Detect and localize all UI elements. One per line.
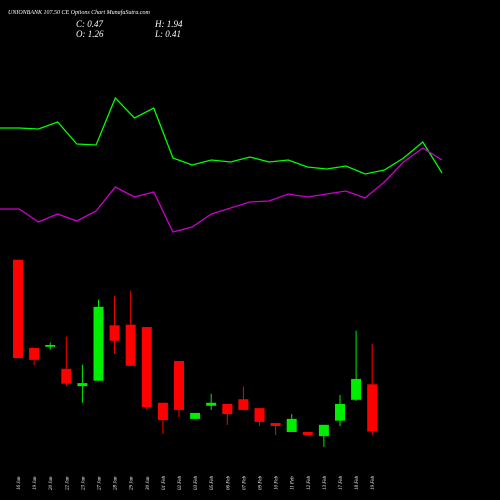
series-line <box>0 147 443 233</box>
open-label: O: 1.26 <box>76 29 104 39</box>
x-tick-label: 29 Jan <box>130 476 135 490</box>
candle-body <box>29 347 40 360</box>
x-tick-label: 01 Feb <box>162 475 167 490</box>
candle-body <box>77 383 88 387</box>
candle-body <box>222 403 233 415</box>
candle-body <box>318 424 329 437</box>
candle-body <box>335 403 345 421</box>
candle-body <box>206 402 217 406</box>
high-label: H: 1.94 <box>154 19 183 29</box>
x-tick-label: 13 Feb <box>323 475 328 490</box>
x-tick-label: 16 Jan <box>17 476 22 490</box>
x-tick-label: 12 Feb <box>307 475 312 490</box>
candle-body <box>174 361 184 410</box>
x-tick-label: 19 Feb <box>371 475 376 490</box>
x-tick-label: 09 Feb <box>259 475 264 490</box>
low-label: L: 0.41 <box>154 29 181 39</box>
close-label: C: 0.47 <box>76 19 104 29</box>
x-tick-label: 18 Feb <box>355 475 360 490</box>
candle-body <box>190 412 201 419</box>
x-tick-label: 07 Feb <box>242 475 247 490</box>
x-tick-label: 30 Jan <box>146 476 151 490</box>
x-tick-label: 17 Feb <box>339 475 344 490</box>
candle-body <box>109 325 120 341</box>
x-tick-label: 28 Jan <box>114 476 119 490</box>
candle-body <box>45 344 56 347</box>
candle-body <box>286 418 297 432</box>
x-tick-label: 22 Jan <box>65 476 70 490</box>
candle-body <box>125 324 136 366</box>
x-tick-label: 20 Jan <box>49 476 54 490</box>
x-tick-label: 02 Feb <box>178 475 183 490</box>
series-line <box>0 96 443 175</box>
x-tick-label: 10 Feb <box>275 475 280 490</box>
x-tick-label: 23 Jan <box>81 476 86 490</box>
chart-title: UNIONBANK 107.50 CE Options Chart Munafa… <box>8 9 151 16</box>
candle-body <box>254 408 265 422</box>
x-tick-label: 19 Jan <box>33 476 38 490</box>
x-tick-label: 11 Feb <box>291 476 296 490</box>
candle-body <box>367 384 378 432</box>
candle-body <box>270 423 281 427</box>
x-tick-label: 03 Feb <box>194 475 199 490</box>
candle-body <box>141 327 152 407</box>
candle-body <box>93 306 104 381</box>
candle-body <box>61 368 72 384</box>
candle-body <box>13 259 23 359</box>
candle-body <box>157 402 168 421</box>
candle-body <box>238 399 249 410</box>
x-tick-label: 06 Feb <box>226 475 231 490</box>
x-tick-label: 27 Jan <box>98 476 103 490</box>
x-tick-label: 05 Feb <box>210 475 215 490</box>
candle-body <box>302 431 313 435</box>
candle-body <box>351 378 362 400</box>
